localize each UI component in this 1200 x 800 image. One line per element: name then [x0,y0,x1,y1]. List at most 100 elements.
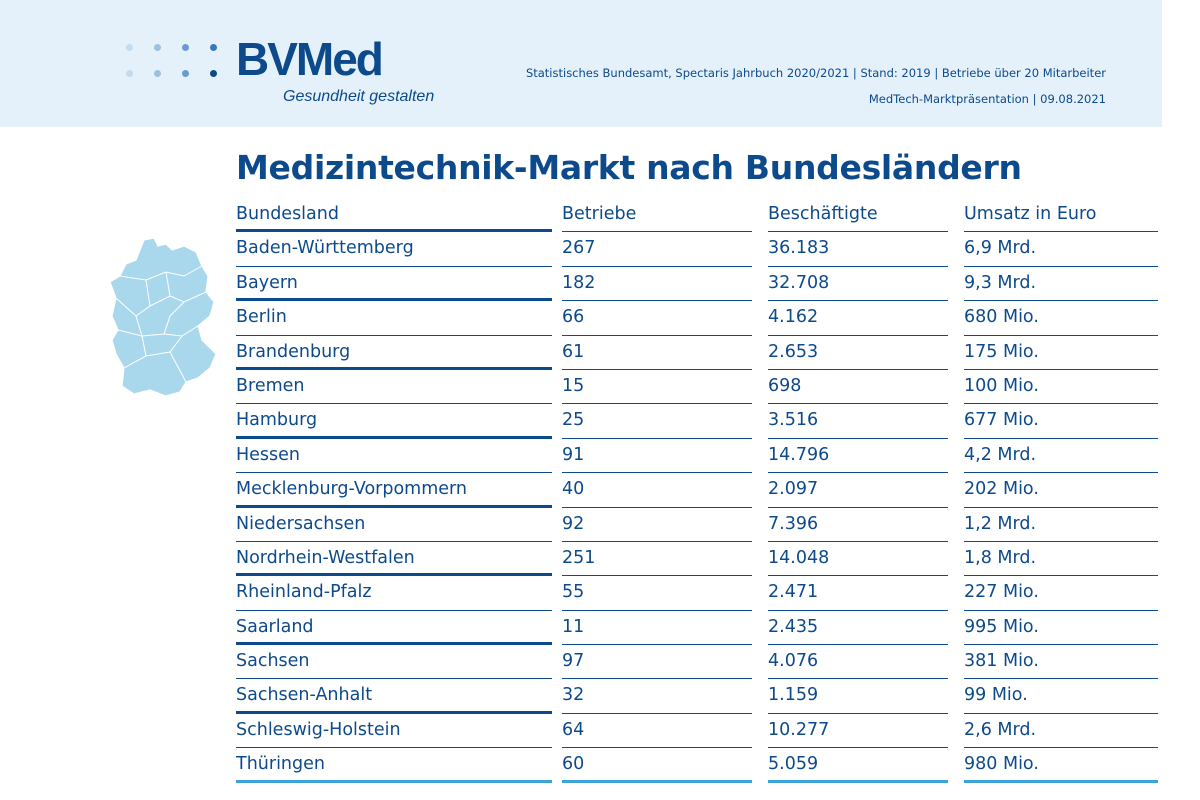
row-divider [236,642,552,646]
cell-umsatz: 4,2 Mrd. [964,444,1037,465]
cell-umsatz: 202 Mio. [964,479,1039,500]
row-divider [562,231,752,233]
row-divider [964,609,1158,611]
cell-beschaeftigte: 32.708 [768,272,830,293]
table-row: Brandenburg 61 2.653 175 Mio. [236,336,1158,370]
row-divider [964,403,1158,405]
row-divider [964,231,1158,233]
cell-umsatz: 677 Mio. [964,410,1039,431]
cell-bundesland: Niedersachsen [236,513,366,534]
row-divider [236,366,552,370]
row-divider [768,712,948,714]
row-divider [768,747,948,749]
header-umsatz: Umsatz in Euro [964,204,1097,224]
row-divider [964,334,1158,336]
market-table: Bundesland Betriebe Beschäftigte Umsatz in … [236,198,1158,783]
presentation-note: MedTech-Marktpräsentation | 09.08.2021 [868,92,1106,106]
header-bundesland: Bundesland [236,204,339,224]
table-row: Nordrhein-Westfalen 251 14.048 1,8 Mrd. [236,542,1158,577]
row-divider [562,779,752,783]
cell-bundesland: Schleswig-Holstein [236,719,401,740]
bvmed-dots-icon [126,44,226,80]
row-divider [236,472,552,474]
row-divider [768,437,948,439]
row-divider [562,300,752,302]
row-divider [964,575,1158,577]
cell-betriebe: 182 [562,272,596,293]
table-row: Hessen 91 14.796 4,2 Mrd. [236,439,1158,474]
table-row: Niedersachsen 92 7.396 1,2 Mrd. [236,508,1158,542]
cell-beschaeftigte: 698 [768,375,802,396]
row-divider [964,678,1158,680]
table-row: Mecklenburg-Vorpommern 40 2.097 202 Mio. [236,473,1158,508]
row-divider [964,506,1158,508]
cell-umsatz: 100 Mio. [964,375,1039,396]
row-divider [562,678,752,680]
row-divider [236,265,552,267]
row-divider [768,575,948,577]
row-divider [768,609,948,611]
cell-umsatz: 381 Mio. [964,651,1039,672]
cell-betriebe: 251 [562,547,596,568]
table-row: Saarland 11 2.435 995 Mio. [236,611,1158,646]
cell-betriebe: 267 [562,238,596,259]
cell-betriebe: 25 [562,410,585,431]
row-divider [964,712,1158,714]
cell-bundesland: Saarland [236,616,314,637]
cell-betriebe: 66 [562,307,585,328]
cell-bundesland: Nordrhein-Westfalen [236,547,415,568]
table-row: Bremen 15 698 100 Mio. [236,370,1158,405]
row-divider [562,575,752,577]
cell-beschaeftigte: 4.162 [768,307,819,328]
cell-beschaeftigte: 3.516 [768,410,819,431]
cell-umsatz: 175 Mio. [964,341,1039,362]
cell-umsatz: 99 Mio. [964,685,1028,706]
row-divider [768,231,948,233]
row-divider [964,644,1158,646]
cell-bundesland: Hessen [236,444,301,465]
cell-bundesland: Bremen [236,375,305,396]
cell-beschaeftigte: 1.159 [768,685,819,706]
cell-umsatz: 1,8 Mrd. [964,547,1037,568]
cell-betriebe: 92 [562,513,585,534]
cell-betriebe: 61 [562,341,585,362]
cell-beschaeftigte: 10.277 [768,719,830,740]
cell-beschaeftigte: 7.396 [768,513,819,534]
row-divider [964,779,1158,783]
logo-wordmark: BVMed [236,33,384,85]
cell-betriebe: 64 [562,719,585,740]
row-divider [236,435,552,439]
row-divider [562,747,752,749]
cell-bundesland: Rheinland-Pfalz [236,582,372,603]
cell-umsatz: 680 Mio. [964,307,1039,328]
cell-bundesland: Bayern [236,272,298,293]
row-divider [236,403,552,405]
cell-betriebe: 60 [562,754,585,775]
row-divider [236,747,552,749]
cell-bundesland: Mecklenburg-Vorpommern [236,479,467,500]
cell-bundesland: Sachsen-Anhalt [236,685,373,706]
cell-betriebe: 32 [562,685,585,706]
row-divider [236,504,552,508]
cell-umsatz: 6,9 Mrd. [964,238,1037,259]
cell-beschaeftigte: 2.435 [768,616,819,637]
cell-betriebe: 91 [562,444,585,465]
cell-umsatz: 227 Mio. [964,582,1039,603]
row-divider [768,265,948,267]
cell-bundesland: Baden-Württemberg [236,238,414,259]
row-divider [964,300,1158,302]
cell-beschaeftigte: 2.097 [768,479,819,500]
row-divider [768,506,948,508]
row-divider [236,298,552,302]
row-divider [562,403,752,405]
row-divider [236,609,552,611]
row-divider [964,472,1158,474]
cell-beschaeftigte: 4.076 [768,651,819,672]
row-divider [964,540,1158,542]
row-divider [562,712,752,714]
row-divider [768,334,948,336]
cell-umsatz: 980 Mio. [964,754,1039,775]
row-divider [562,472,752,474]
row-divider [236,573,552,577]
row-divider [562,334,752,336]
